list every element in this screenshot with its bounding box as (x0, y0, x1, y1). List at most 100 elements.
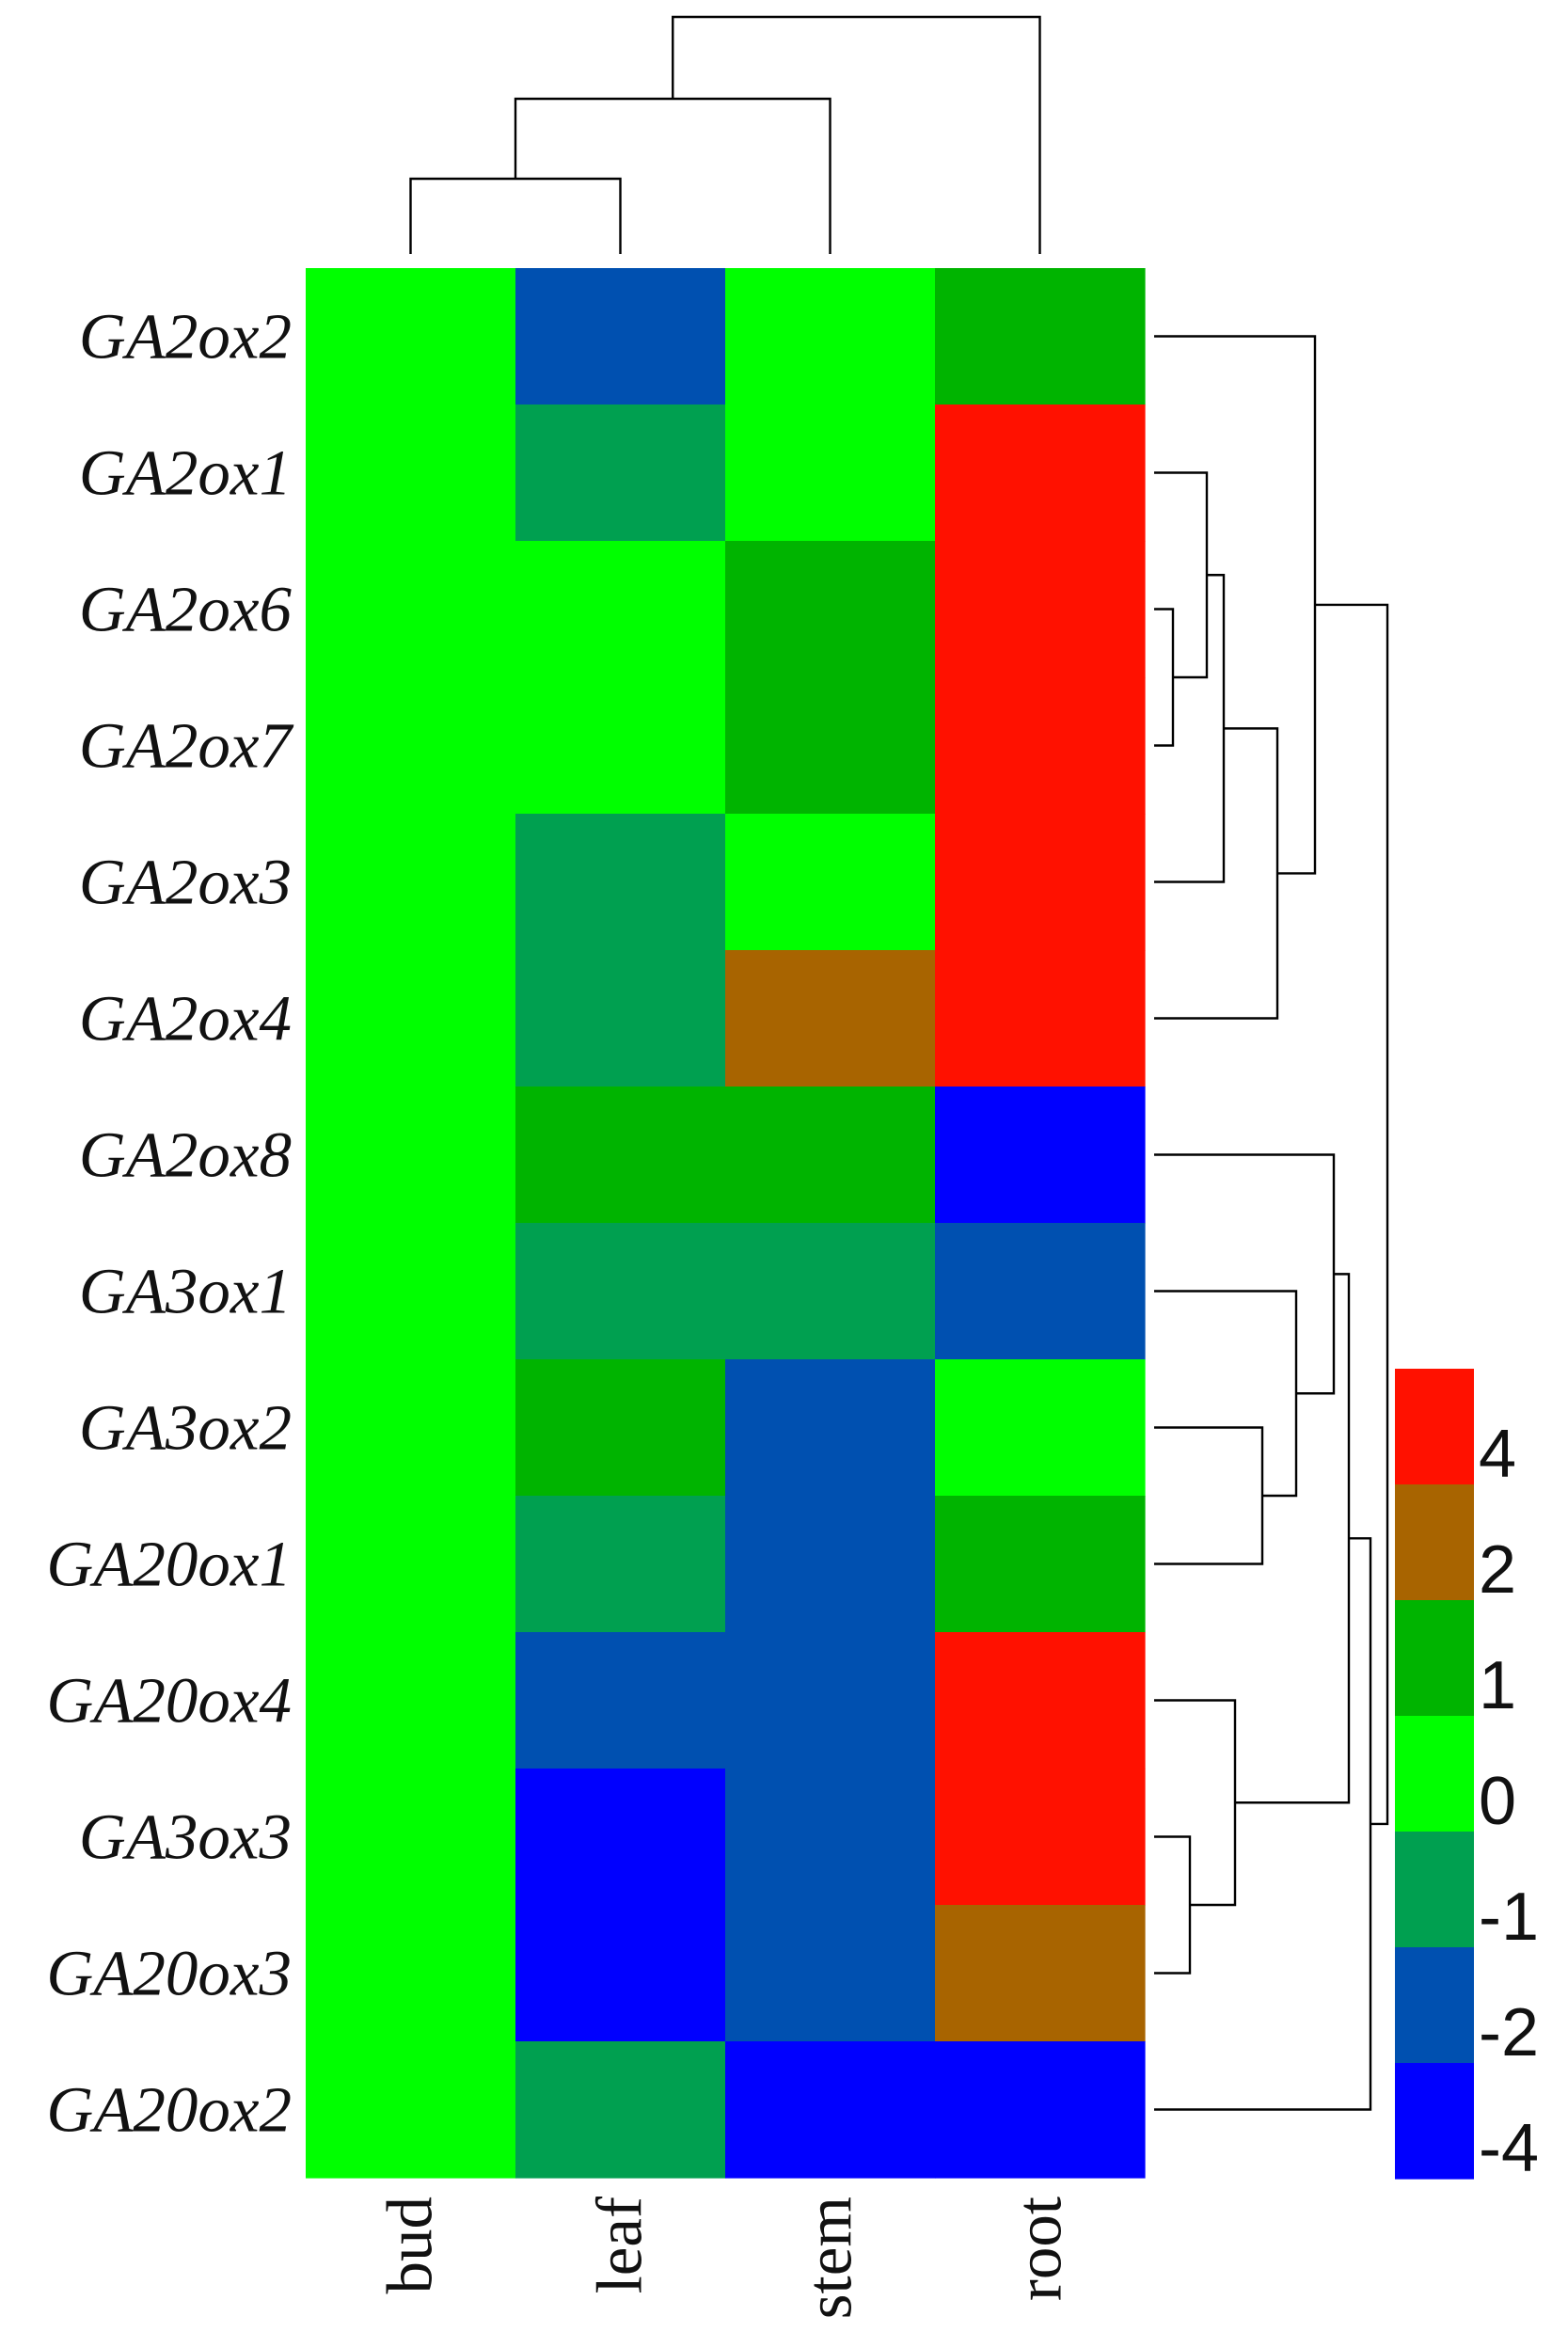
legend-swatch-2 (1395, 1484, 1474, 1601)
heatmap-cell-ga20ox4-stem (725, 1632, 936, 1769)
row-labels: GA2ox2 GA2ox1 GA2ox6 GA2ox7 GA2ox3 GA2ox4 GA2o… (46, 301, 293, 2146)
heatmap-cell-ga20ox1-root (935, 1496, 1146, 1633)
row-label-ga2ox4: GA2ox4 (79, 983, 292, 1055)
column-dendrogram-branch (514, 97, 832, 254)
heatmap-cell-ga2ox3-root (935, 814, 1146, 951)
legend-label-4: 4 (1479, 1417, 1516, 1492)
heatmap-cell-ga3ox3-leaf (515, 1769, 726, 1906)
row-label-ga3ox2: GA3ox2 (79, 1392, 292, 1464)
heatmap-cell-ga2ox8-leaf (515, 1087, 726, 1224)
heatmap-cell-ga2ox4-bud (306, 950, 516, 1087)
heatmap-cell-ga20ox1-bud (306, 1496, 516, 1633)
legend-swatch--2 (1395, 1947, 1474, 2064)
heatmap-cell-ga2ox4-leaf (515, 950, 726, 1087)
heatmap-cell-ga2ox7-stem (725, 677, 936, 815)
heatmap-cell-ga2ox8-bud (306, 1087, 516, 1224)
heatmap-cell-ga20ox1-stem (725, 1496, 936, 1633)
heatmap-cell-ga3ox2-bud (306, 1359, 516, 1497)
heatmap-cell-ga3ox3-bud (306, 1769, 516, 1906)
row-dendrogram-branch (1154, 1835, 1192, 1975)
heatmap-cell-ga3ox1-root (935, 1223, 1146, 1360)
row-label-ga2ox7: GA2ox7 (79, 710, 294, 782)
column-dendrogram (409, 15, 1041, 254)
heatmap-cell-ga3ox2-leaf (515, 1359, 726, 1497)
heatmap-cell-ga2ox1-root (935, 405, 1146, 542)
row-dendrogram-branch (1154, 1537, 1372, 2111)
legend-label-0: 0 (1479, 1764, 1516, 1839)
row-label-ga2ox8: GA2ox8 (79, 1119, 292, 1191)
row-dendrogram-branch (1154, 471, 1209, 679)
heatmap-cell-ga2ox1-stem (725, 405, 936, 542)
heatmap-cell-ga20ox2-bud (306, 2041, 516, 2179)
heatmap-cell-ga2ox3-bud (306, 814, 516, 951)
row-label-ga2ox2: GA2ox2 (79, 301, 292, 373)
row-dendrogram-branch (1154, 1153, 1336, 1395)
heatmap-cell-ga2ox8-stem (725, 1087, 936, 1224)
heatmap-cell-ga20ox4-bud (306, 1632, 516, 1769)
heatmap-cell-ga2ox3-stem (725, 814, 936, 951)
column-labels: bud leaf stem root (374, 2197, 1075, 2319)
legend-label-1: 1 (1479, 1648, 1516, 1723)
heatmap-cell-ga2ox7-leaf (515, 677, 726, 815)
legend-swatch--4 (1395, 2063, 1474, 2180)
row-label-ga3ox1: GA3ox1 (79, 1256, 292, 1327)
legend-swatch-4 (1395, 1369, 1474, 1485)
legend-label--1: -1 (1479, 1880, 1539, 1955)
row-dendrogram-branch (1154, 574, 1226, 883)
heatmap-cell-ga2ox6-bud (306, 541, 516, 678)
column-dendrogram-branch (672, 15, 1041, 254)
column-label-stem: stem (794, 2197, 865, 2319)
column-label-root: root (1004, 2197, 1075, 2301)
column-dendrogram-branch (409, 177, 622, 254)
heatmap-cell-ga2ox6-leaf (515, 541, 726, 678)
heatmap-cell-ga3ox2-root (935, 1359, 1146, 1497)
row-label-ga20ox2: GA20ox2 (46, 2074, 292, 2146)
heatmap-cell-ga2ox2-bud (306, 268, 516, 405)
legend-label--2: -2 (1479, 1995, 1539, 2070)
row-dendrogram-branch (1315, 603, 1389, 1826)
heatmap-cell-ga2ox4-root (935, 950, 1146, 1087)
heatmap-cell-ga3ox3-stem (725, 1769, 936, 1906)
row-label-ga20ox3: GA20ox3 (46, 1938, 292, 2009)
heatmap-cell-ga3ox1-leaf (515, 1223, 726, 1360)
heatmap-cell-ga2ox7-root (935, 677, 1146, 815)
row-label-ga2ox1: GA2ox1 (79, 437, 292, 509)
heatmap-cell-ga3ox3-root (935, 1769, 1146, 1906)
heatmap-cell-ga2ox4-stem (725, 950, 936, 1087)
heatmap-cell-ga2ox2-stem (725, 268, 936, 405)
column-label-bud: bud (374, 2197, 446, 2294)
row-label-ga3ox3: GA3ox3 (79, 1801, 292, 1873)
heatmap-cell-ga20ox2-root (935, 2041, 1146, 2179)
row-dendrogram-branch (1154, 1290, 1298, 1498)
heatmap-cell-ga20ox4-root (935, 1632, 1146, 1769)
heatmap-cell-ga20ox2-leaf (515, 2041, 726, 2179)
heatmap-cell-ga3ox2-stem (725, 1359, 936, 1497)
heatmap-cell-ga2ox8-root (935, 1087, 1146, 1224)
row-dendrogram-branch (1235, 1273, 1351, 1804)
row-dendrogram-branch (1154, 727, 1279, 1020)
heatmap-cell-ga2ox7-bud (306, 677, 516, 815)
row-dendrogram (1154, 335, 1389, 2111)
heatmap-cell-ga2ox1-bud (306, 405, 516, 542)
heatmap-cell-ga2ox6-root (935, 541, 1146, 678)
heatmap-cell-ga3ox1-bud (306, 1223, 516, 1360)
heatmap-cell-ga20ox3-root (935, 1905, 1146, 2042)
color-legend: 4 2 1 0 -1 -2 -4 (1395, 1369, 1539, 2186)
heatmap-cell-ga2ox2-leaf (515, 268, 726, 405)
legend-swatch--1 (1395, 1832, 1474, 1948)
row-dendrogram-branch (1154, 608, 1175, 747)
heatmap-cells (306, 268, 1146, 2179)
row-label-ga2ox3: GA2ox3 (79, 847, 292, 918)
row-dendrogram-branch (1154, 335, 1317, 875)
heatmap-cell-ga20ox2-stem (725, 2041, 936, 2179)
legend-swatch-1 (1395, 1600, 1474, 1717)
heatmap-cell-ga3ox1-stem (725, 1223, 936, 1360)
legend-label-2: 2 (1479, 1532, 1516, 1608)
heatmap-cell-ga20ox4-leaf (515, 1632, 726, 1769)
heatmap-cell-ga20ox3-bud (306, 1905, 516, 2042)
heatmap-cell-ga2ox2-root (935, 268, 1146, 405)
heatmap-cell-ga2ox6-stem (725, 541, 936, 678)
row-dendrogram-branch (1154, 1699, 1237, 1907)
